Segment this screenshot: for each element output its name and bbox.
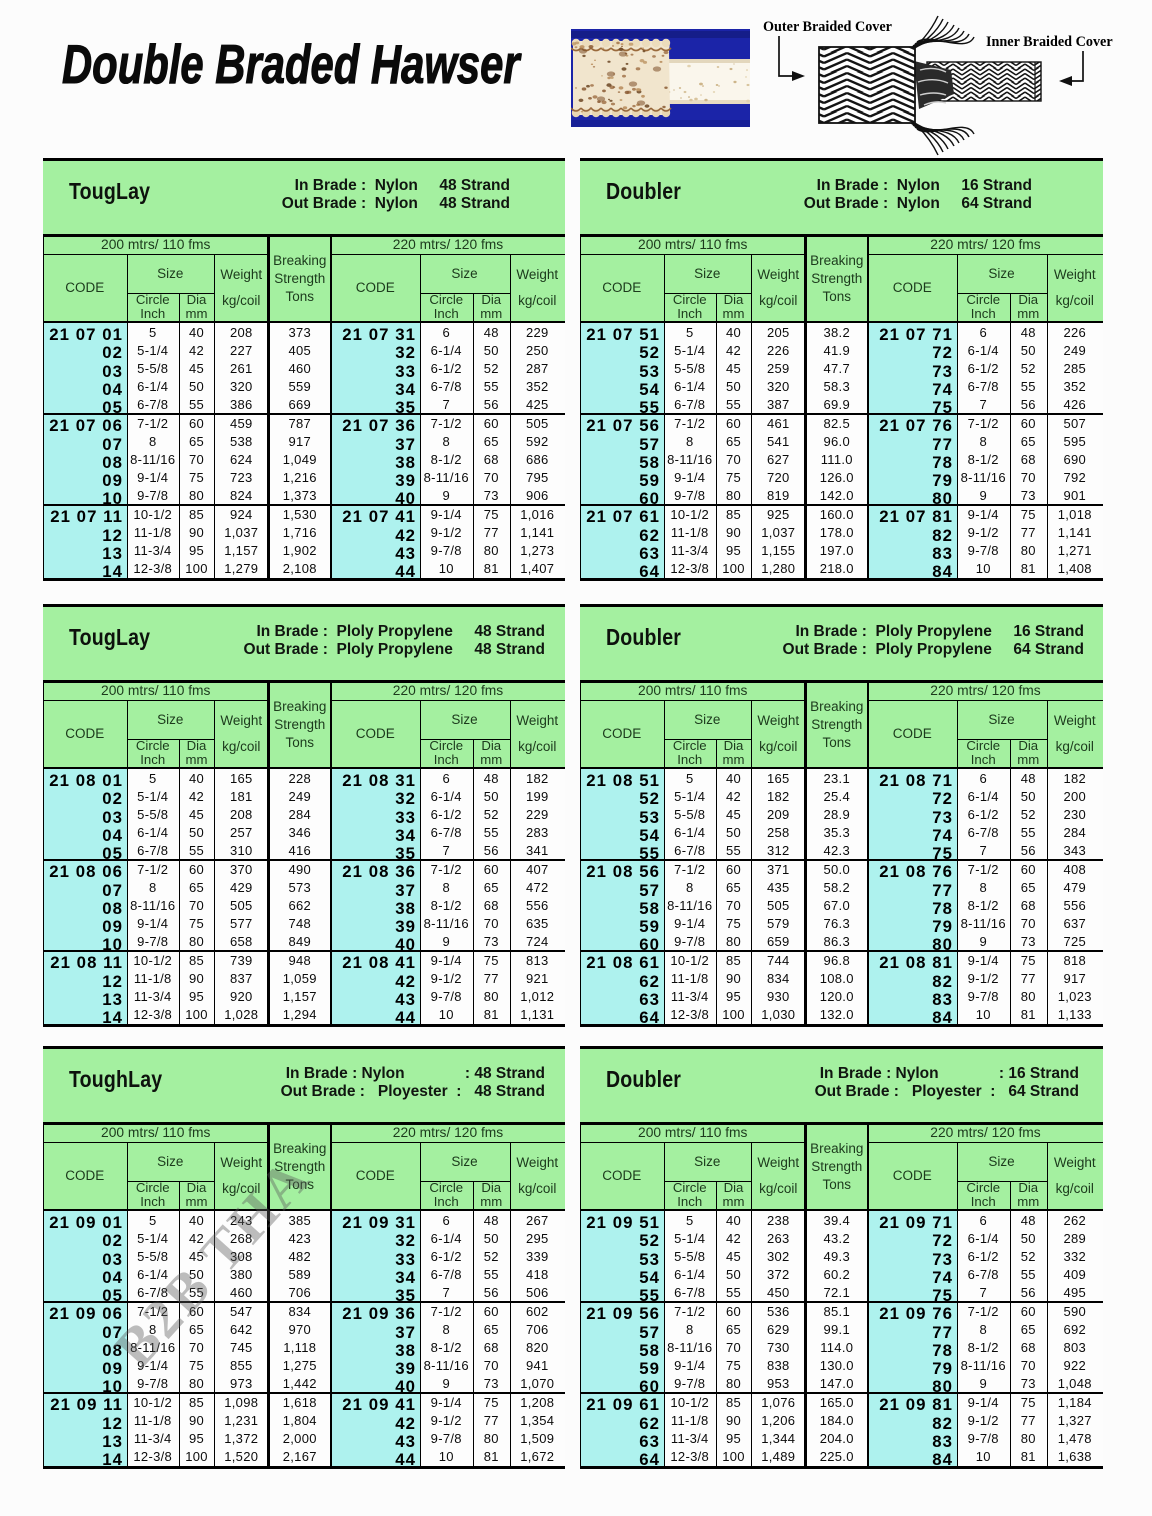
svg-text:Inner Braided Cover: Inner Braided Cover [986,34,1113,50]
svg-text:Outer Braided Cover: Outer Braided Cover [763,19,892,35]
